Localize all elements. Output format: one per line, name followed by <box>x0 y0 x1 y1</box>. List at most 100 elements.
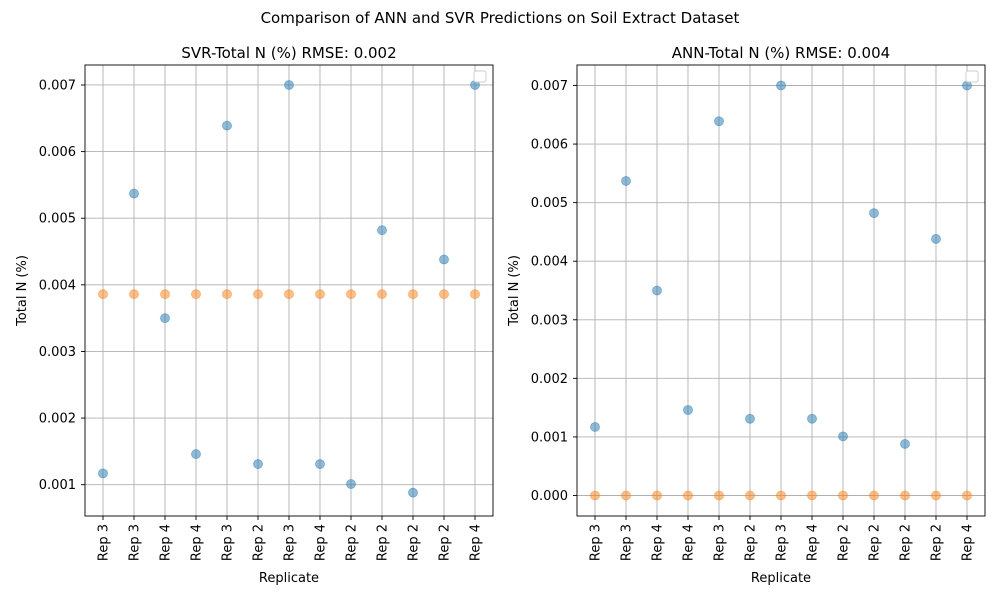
x-tick-label: Rep 2 <box>868 524 883 561</box>
chart-title: ANN-Total N (%) RMSE: 0.004 <box>672 44 890 62</box>
orange-point <box>807 490 817 501</box>
orange-point <box>315 289 325 300</box>
chart-panel-ann: 0.000 0.001 0.002 0.003 0.004 0.005 0.006 0.007… <box>507 44 986 586</box>
x-tick-label: Rep 3 <box>283 524 298 561</box>
x-tick-label: Rep 4 <box>469 524 484 561</box>
legend-box <box>965 70 979 83</box>
blue-point <box>900 439 910 449</box>
orange-point <box>683 490 693 501</box>
blue-point <box>253 459 263 469</box>
blue-point <box>160 313 170 324</box>
blue-point <box>284 80 294 90</box>
orange-point <box>439 289 449 300</box>
orange-point <box>652 490 662 501</box>
blue-point <box>408 487 418 498</box>
y-tick-label: 0.001 <box>531 430 568 445</box>
chart-title: SVR-Total N (%) RMSE: 0.002 <box>181 44 396 62</box>
y-tick-label: 0.005 <box>531 196 568 211</box>
y-tick-label: 0.007 <box>531 79 568 94</box>
x-tick-label: Rep 4 <box>159 524 174 561</box>
orange-point <box>776 490 786 501</box>
x-tick-label: Rep 3 <box>775 524 790 561</box>
y-tick-label: 0.003 <box>39 345 76 360</box>
x-tick-label: Rep 4 <box>314 524 329 561</box>
axes-frame <box>84 64 494 517</box>
orange-point <box>621 490 631 501</box>
x-tick-label: Rep 2 <box>407 524 422 561</box>
blue-point <box>315 459 325 469</box>
blue-point <box>931 234 941 244</box>
x-tick-label: Rep 2 <box>345 524 360 561</box>
y-axis-label: Total N (%) <box>507 255 522 327</box>
x-tick-label: Rep 4 <box>190 524 205 561</box>
orange-point <box>191 289 201 300</box>
orange-point <box>931 490 941 501</box>
orange-point <box>346 289 356 300</box>
figure-title: Comparison of ANN and SVR Predictions on… <box>260 9 740 27</box>
x-axis-label: Replicate <box>751 571 811 586</box>
y-tick-label: 0.006 <box>531 138 568 153</box>
orange-point <box>869 490 879 501</box>
blue-point <box>869 208 879 219</box>
legend-box <box>473 70 487 83</box>
x-tick-label: Rep 4 <box>806 524 821 561</box>
blue-point <box>838 431 848 442</box>
y-tick-label: 0.006 <box>39 145 76 160</box>
x-tick-label: Rep 4 <box>961 524 976 561</box>
orange-point <box>714 490 724 501</box>
x-tick-label: Rep 2 <box>930 524 945 561</box>
y-tick-label: 0.000 <box>531 489 568 504</box>
blue-point <box>621 176 631 186</box>
blue-point <box>129 188 139 199</box>
y-tick-label: 0.004 <box>531 255 568 270</box>
y-tick-label: 0.003 <box>531 313 568 328</box>
blue-point <box>683 405 693 415</box>
x-tick-label: Rep 3 <box>620 524 635 561</box>
x-tick-label: Rep 3 <box>221 524 236 561</box>
y-tick-label: 0.004 <box>39 278 76 293</box>
orange-point <box>470 289 480 300</box>
y-tick-label: 0.002 <box>39 412 76 427</box>
blue-point <box>222 120 232 131</box>
orange-point <box>838 490 848 501</box>
orange-point <box>962 490 972 501</box>
orange-point <box>590 490 600 501</box>
x-tick-label: Rep 4 <box>682 524 697 561</box>
orange-point <box>222 289 232 300</box>
orange-point <box>408 289 418 300</box>
orange-point <box>160 289 170 300</box>
x-tick-label: Rep 2 <box>252 524 267 561</box>
blue-point <box>439 254 449 265</box>
orange-point <box>129 289 139 300</box>
blue-point <box>377 225 387 236</box>
blue-point <box>745 413 755 424</box>
orange-point <box>98 289 108 300</box>
blue-point <box>807 413 817 424</box>
blue-point <box>776 80 786 91</box>
blue-point <box>98 468 108 479</box>
blue-point <box>191 449 201 459</box>
y-tick-label: 0.005 <box>39 212 76 227</box>
y-tick-label: 0.001 <box>39 478 76 493</box>
orange-point <box>377 289 387 300</box>
x-tick-label: Rep 3 <box>128 524 143 561</box>
y-tick-label: 0.007 <box>39 78 76 93</box>
x-tick-label: Rep 3 <box>713 524 728 561</box>
axes-frame <box>576 64 986 517</box>
x-tick-label: Rep 3 <box>97 524 112 561</box>
blue-point <box>714 116 724 127</box>
orange-point <box>745 490 755 501</box>
x-tick-label: Rep 2 <box>376 524 391 561</box>
x-tick-label: Rep 2 <box>438 524 453 561</box>
x-tick-label: Rep 2 <box>744 524 759 561</box>
x-tick-label: Rep 3 <box>589 524 604 561</box>
y-tick-label: 0.002 <box>531 372 568 387</box>
x-tick-label: Rep 4 <box>651 524 666 561</box>
x-axis-label: Replicate <box>259 571 319 586</box>
blue-point <box>590 422 600 432</box>
orange-point <box>900 490 910 501</box>
orange-point <box>284 289 294 300</box>
blue-point <box>346 479 356 489</box>
